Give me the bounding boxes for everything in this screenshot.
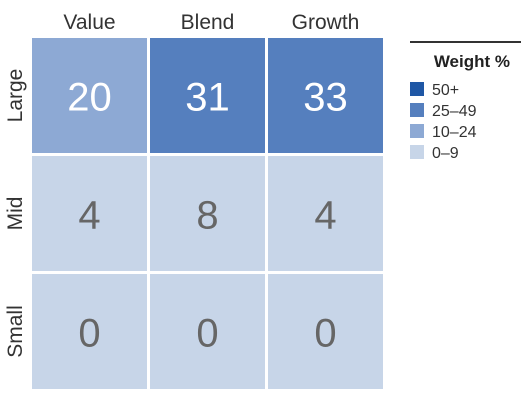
- legend-label-2: 25–49: [432, 103, 477, 120]
- cell-value-large-blend: 31: [185, 76, 230, 120]
- cell-large-blend: [150, 38, 265, 153]
- row-label-large: Large: [4, 69, 27, 123]
- cell-large-value: [32, 38, 147, 153]
- cell-value-small-value: 0: [78, 312, 100, 356]
- legend: Weight % 50+ 25–49 10–24 0–9: [410, 41, 521, 162]
- cell-value-large-value: 20: [67, 76, 112, 120]
- cell-mid-blend: [150, 156, 265, 271]
- column-labels: Value Blend Growth: [63, 11, 359, 34]
- cell-small-growth: [268, 274, 383, 389]
- row-label-small: Small: [4, 305, 27, 358]
- legend-label-3: 10–24: [432, 124, 477, 141]
- cell-large-growth: [268, 38, 383, 153]
- cell-value-large-growth: 33: [303, 76, 348, 120]
- legend-swatch-2: [410, 103, 424, 117]
- column-label-blend: Blend: [181, 11, 235, 34]
- legend-label-1: 50+: [432, 82, 459, 99]
- legend-swatch-3: [410, 124, 424, 138]
- row-labels: Large Mid Small: [4, 69, 27, 358]
- cell-small-value: [32, 274, 147, 389]
- cell-value-small-growth: 0: [314, 312, 336, 356]
- cell-small-blend: [150, 274, 265, 389]
- legend-items: 50+ 25–49 10–24 0–9: [410, 82, 477, 162]
- legend-swatch-1: [410, 82, 424, 96]
- heatmap-grid: 20 31 33 4 8 4 0 0 0: [32, 38, 383, 389]
- cell-value-small-blend: 0: [196, 312, 218, 356]
- column-label-growth: Growth: [292, 11, 360, 34]
- column-label-value: Value: [63, 11, 115, 34]
- cell-value-mid-growth: 4: [314, 194, 336, 238]
- cell-value-mid-value: 4: [78, 194, 100, 238]
- legend-title: Weight %: [434, 52, 510, 71]
- row-label-mid: Mid: [4, 197, 27, 231]
- legend-swatch-4: [410, 145, 424, 159]
- legend-label-4: 0–9: [432, 145, 459, 162]
- cell-value-mid-blend: 8: [196, 194, 218, 238]
- cell-mid-value: [32, 156, 147, 271]
- cell-mid-growth: [268, 156, 383, 271]
